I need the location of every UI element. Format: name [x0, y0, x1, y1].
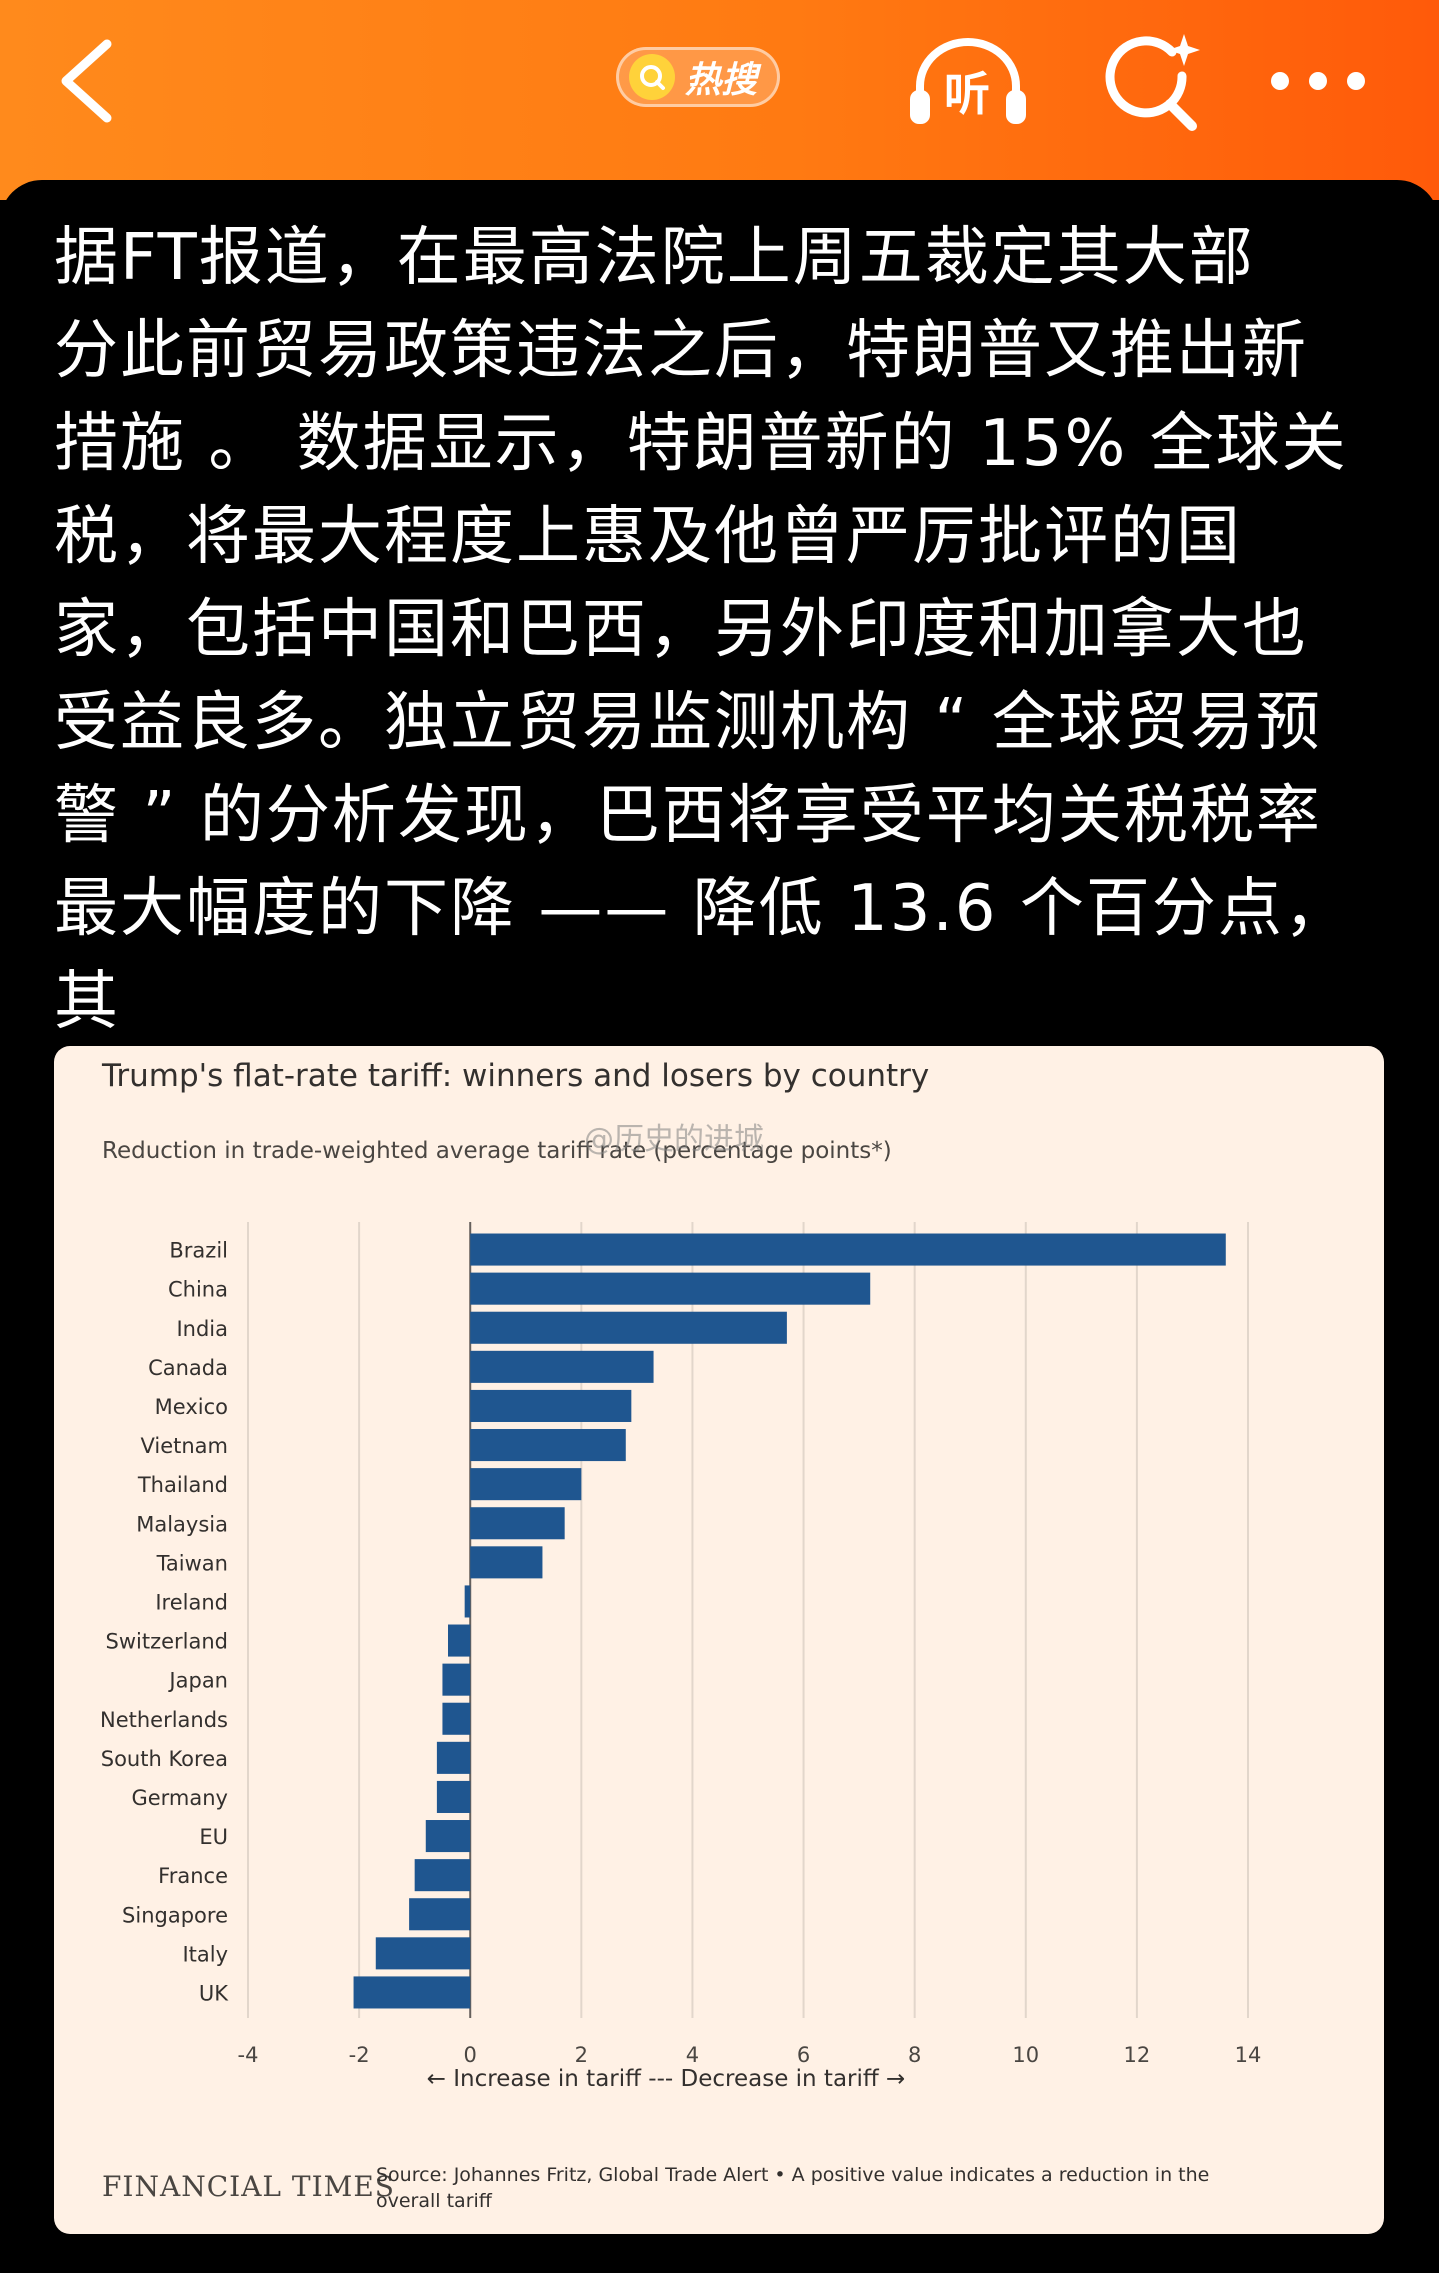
x-tick-label: -2 [349, 2043, 370, 2067]
category-label: UK [199, 1981, 229, 2005]
category-label: Brazil [169, 1239, 228, 1263]
bar [470, 1546, 543, 1579]
category-label: Taiwan [156, 1551, 228, 1575]
category-label: China [168, 1278, 228, 1302]
post-text: 据FT报道，在最高法院上周五裁定其大部 分此前贸易政策违法之后，特朗普又推出新 … [54, 221, 1350, 1132]
bar [470, 1429, 626, 1462]
search-icon[interactable] [1098, 30, 1204, 136]
bar [470, 1233, 1226, 1266]
bar [448, 1624, 471, 1657]
bar [353, 1976, 471, 2009]
top-bar [0, 0, 1439, 200]
bar [470, 1272, 871, 1305]
headphones-icon[interactable] [906, 34, 1030, 128]
bar [470, 1311, 787, 1344]
category-label: Mexico [155, 1395, 228, 1419]
category-label: France [158, 1864, 228, 1888]
category-label: South Korea [101, 1747, 228, 1771]
category-label: India [176, 1317, 228, 1341]
category-label: Vietnam [140, 1434, 228, 1458]
chart-source: Source: Johannes Fritz, Global Trade Ale… [376, 2164, 1210, 2212]
x-tick-label: 0 [464, 2043, 477, 2067]
hot-search-icon [629, 54, 675, 100]
bar-chart: -4 -2 0 2 4 6 8 10 12 14 Brazil China India Canada Mex… [100, 1222, 1262, 2092]
hot-search-button[interactable]: 热搜 [616, 44, 784, 110]
bar [470, 1389, 632, 1422]
category-label: Malaysia [136, 1512, 228, 1536]
category-label: Thailand [137, 1473, 228, 1497]
category-label: Germany [131, 1786, 228, 1810]
category-label: Netherlands [100, 1708, 228, 1732]
x-tick-label: 4 [686, 2043, 699, 2067]
bar [409, 1898, 471, 1931]
hot-search-label: 热搜 [685, 60, 758, 101]
x-axis-label: ← Increase in tariff --- Decrease in tar… [427, 2066, 906, 2092]
category-label: Canada [148, 1356, 228, 1380]
x-tick-label: -4 [238, 2043, 259, 2067]
category-label: Italy [182, 1942, 228, 1966]
watermark: @历史的进城 [584, 1122, 764, 1157]
x-tick-label: 12 [1124, 2043, 1151, 2067]
hot-search-badge: 热搜 [616, 47, 780, 107]
chart-title: Trump's flat-rate tariff: winners and lo… [102, 1058, 930, 1094]
x-tick-label: 6 [797, 2043, 810, 2067]
back-arrow-icon[interactable] [52, 36, 132, 126]
bar [436, 1780, 471, 1813]
x-tick-label: 2 [575, 2043, 588, 2067]
category-label: Singapore [122, 1903, 228, 1927]
bar [442, 1702, 471, 1735]
x-tick-label: 10 [1012, 2043, 1039, 2067]
bar [436, 1741, 471, 1774]
bar [470, 1350, 654, 1383]
bar [414, 1859, 471, 1892]
category-label: EU [199, 1825, 228, 1849]
listen-label: 听 [944, 67, 990, 121]
more-options-icon[interactable] [1266, 66, 1370, 96]
category-label: Switzerland [106, 1630, 229, 1654]
bar [442, 1663, 471, 1696]
category-label: Ireland [155, 1590, 228, 1614]
bar [464, 1585, 471, 1618]
bar [375, 1937, 471, 1970]
x-tick-label: 14 [1235, 2043, 1262, 2067]
chart-image[interactable]: Trump's flat-rate tariff: winners and lo… [54, 1046, 1384, 2234]
ft-logo: FINANCIAL TIMES [102, 2170, 395, 2203]
bar [425, 1820, 471, 1853]
bar [470, 1468, 582, 1501]
bar [470, 1507, 565, 1540]
x-tick-label: 8 [908, 2043, 921, 2067]
category-label: Japan [167, 1669, 228, 1693]
chart-subtitle: Reduction in trade-weighted average tari… [102, 1138, 892, 1164]
